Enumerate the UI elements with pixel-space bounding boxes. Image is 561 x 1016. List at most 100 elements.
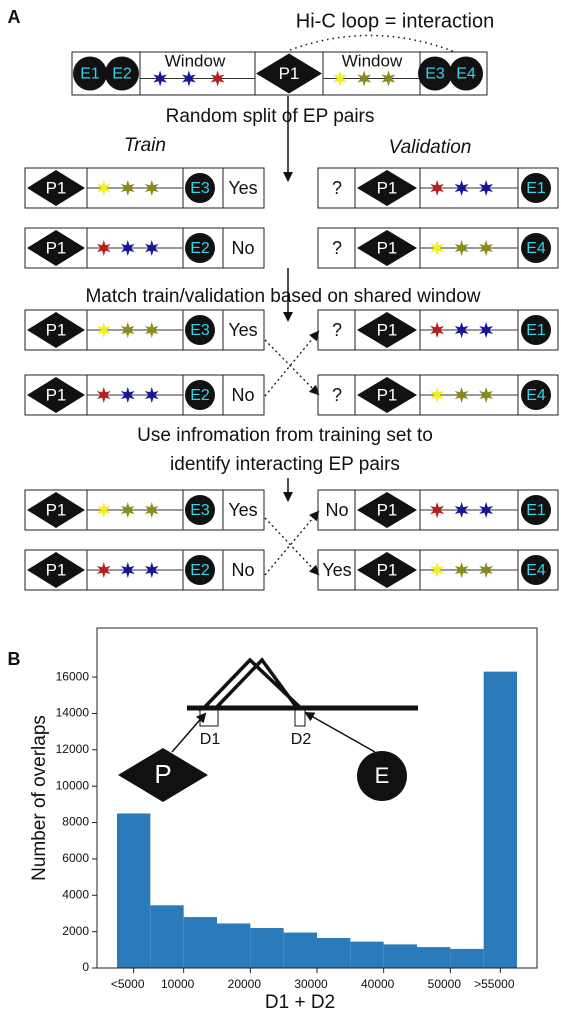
star — [479, 322, 494, 338]
star — [357, 70, 372, 87]
star — [120, 387, 135, 403]
enhancer-label: E2 — [112, 66, 132, 83]
promoter-diamond — [27, 230, 85, 266]
enhancer-circle — [521, 380, 551, 410]
y-tick-label: 6000 — [62, 851, 89, 865]
star — [120, 502, 135, 518]
star — [479, 387, 494, 403]
enhancer-circle — [185, 555, 215, 585]
box — [222, 489, 265, 531]
step-text: Random split of EP pairs — [166, 106, 375, 127]
star — [120, 562, 135, 578]
enhancer-circle — [185, 233, 215, 263]
enhancer-label: E4 — [456, 66, 476, 83]
dotted-arrow — [264, 517, 320, 576]
promoter-diamond — [27, 492, 85, 528]
star — [144, 387, 159, 403]
star — [454, 502, 469, 518]
promoter-label: P1 — [377, 320, 398, 339]
star — [479, 180, 494, 196]
pair-label: No — [325, 500, 348, 520]
star — [96, 180, 111, 196]
box — [222, 167, 265, 209]
star — [210, 70, 225, 87]
promoter-label: P1 — [377, 500, 398, 519]
enhancer-label: E1 — [80, 66, 100, 83]
bar — [250, 928, 284, 968]
promoter-label: P1 — [377, 385, 398, 404]
enhancer-label: E4 — [526, 562, 546, 579]
box — [222, 227, 265, 269]
train-heading: Train — [124, 135, 166, 156]
promoter-diamond — [357, 230, 417, 266]
enhancer-label: E3 — [190, 502, 210, 519]
inset-label: D2 — [291, 731, 312, 748]
promoter-diamond — [357, 170, 417, 206]
y-tick-label: 4000 — [62, 887, 89, 901]
star — [144, 562, 159, 578]
promoter-label: P1 — [46, 238, 67, 257]
window-label: Window — [165, 51, 226, 70]
enhancer-circle — [185, 495, 215, 525]
plot-frame — [96, 627, 538, 969]
star — [333, 70, 347, 87]
star — [153, 70, 168, 87]
inset-label: E — [375, 763, 390, 788]
star — [430, 502, 445, 518]
box — [222, 549, 265, 591]
enhancer-circle — [521, 495, 551, 525]
x-tick-label: 50000 — [428, 977, 462, 991]
enhancer-label: E1 — [526, 322, 546, 339]
promoter-diamond — [27, 170, 85, 206]
step-text: Match train/validation based on shared w… — [85, 286, 480, 307]
star — [430, 562, 445, 578]
bar — [217, 923, 251, 968]
pair-label: ? — [332, 385, 342, 405]
pair-label: No — [231, 560, 254, 580]
bar — [350, 941, 384, 968]
enhancer-label: E3 — [190, 180, 210, 197]
x-tick-label: 40000 — [361, 977, 395, 991]
enhancer-circle — [185, 380, 215, 410]
promoter-label: P1 — [279, 64, 300, 83]
arrow — [304, 712, 376, 753]
promoter-diamond — [357, 377, 417, 413]
enhancer-label: E1 — [526, 502, 546, 519]
y-tick-label: 16000 — [56, 669, 90, 683]
annotation: Hi-C loop = interaction — [296, 10, 494, 32]
promoter-diamond — [357, 552, 417, 588]
promoter-diamond — [357, 312, 417, 348]
x-tick-label: 20000 — [228, 977, 262, 991]
promoter-diamond — [27, 552, 85, 588]
star — [120, 180, 135, 196]
y-tick-label: 12000 — [56, 742, 90, 756]
star — [96, 502, 111, 518]
star — [120, 322, 135, 338]
x-axis-label: D1 + D2 — [265, 992, 335, 1013]
loop — [210, 657, 302, 714]
star — [430, 240, 445, 256]
pair-label: Yes — [228, 320, 257, 340]
enhancer-circle — [521, 233, 551, 263]
window-label: Window — [342, 51, 403, 70]
star — [144, 322, 159, 338]
bar — [117, 813, 151, 968]
bar — [283, 932, 317, 968]
star — [144, 502, 159, 518]
enhancer-label: E2 — [190, 387, 210, 404]
dotted-arrow — [264, 339, 320, 396]
bar — [417, 947, 451, 968]
enhancer-label: E3 — [190, 322, 210, 339]
bar — [317, 938, 351, 968]
promoter-diamond — [27, 377, 85, 413]
y-tick-label: 10000 — [56, 778, 90, 792]
dotted-arrow — [264, 330, 320, 397]
panel-label: B — [8, 649, 21, 669]
inset-label: D1 — [200, 731, 221, 748]
promoter-label: P1 — [46, 500, 67, 519]
enhancer-label: E1 — [526, 180, 546, 197]
bar — [150, 905, 184, 968]
enhancer-circle — [521, 555, 551, 585]
star — [96, 387, 111, 403]
